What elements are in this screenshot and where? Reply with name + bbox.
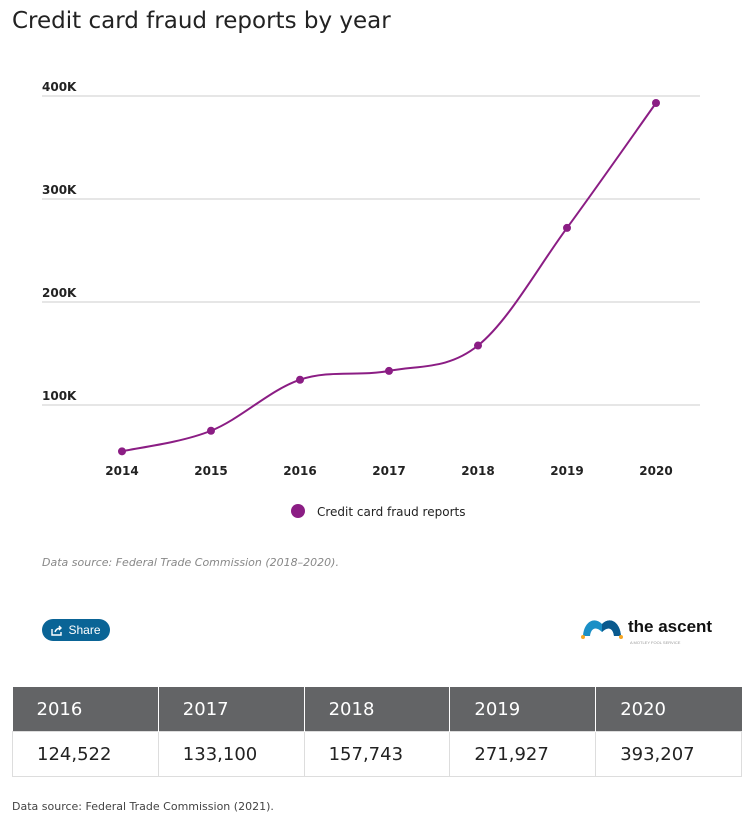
table-cell: 393,207	[595, 731, 742, 777]
data-point	[474, 341, 482, 350]
data-point	[652, 98, 660, 107]
table-header: 2016	[12, 687, 159, 732]
y-tick-label: 300K	[42, 183, 77, 197]
share-icon	[51, 625, 63, 636]
data-point	[118, 447, 126, 456]
data-point	[563, 223, 571, 232]
x-tick-label: 2020	[639, 464, 672, 478]
table-header: 2018	[303, 687, 450, 732]
y-tick-label: 200K	[42, 286, 77, 300]
line-chart: 100K 200K 300K 400K 2014 2015 2016 2017 2018 2019…	[42, 80, 700, 519]
x-tick-label: 2016	[283, 464, 316, 478]
data-table: 2016 2017 2018 2019 2020 124,522 133,100…	[12, 687, 742, 777]
chart-source-note: Data source: Federal Trade Commission (2…	[42, 556, 339, 569]
y-tick-label: 400K	[42, 80, 77, 94]
table-header: 2019	[449, 687, 596, 732]
data-point	[296, 375, 304, 384]
table-cell: 133,100	[157, 731, 305, 777]
series-line	[121, 102, 657, 453]
the-ascent-logo: the ascent	[580, 614, 712, 640]
x-tick-label: 2015	[194, 464, 227, 478]
chart-title: Credit card fraud reports by year	[12, 8, 391, 34]
legend-label: Credit card fraud reports	[317, 505, 465, 519]
table-cell: 271,927	[449, 731, 597, 777]
y-tick-label: 100K	[42, 389, 77, 403]
x-tick-label: 2014	[105, 464, 138, 478]
logo-tagline: A MOTLEY FOOL SERVICE	[630, 640, 681, 645]
data-point	[207, 426, 215, 435]
legend-marker	[291, 504, 305, 518]
table-cell: 124,522	[12, 731, 159, 777]
table-row: 124,522 133,100 157,743 271,927 393,207	[12, 731, 742, 777]
share-button[interactable]: Share	[42, 619, 110, 641]
x-tick-label: 2018	[461, 464, 494, 478]
table-header: 2020	[595, 687, 742, 732]
data-point	[385, 366, 393, 375]
table-source-note: Data source: Federal Trade Commission (2…	[12, 800, 274, 813]
x-tick-label: 2017	[372, 464, 405, 478]
jester-hat-icon	[581, 620, 623, 639]
share-label: Share	[68, 623, 101, 637]
table-header: 2017	[157, 687, 305, 732]
x-tick-label: 2019	[550, 464, 583, 478]
table-cell: 157,743	[303, 731, 451, 777]
